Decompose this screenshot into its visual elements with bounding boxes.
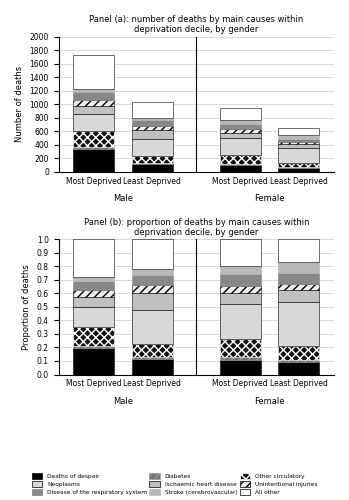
Bar bbox=[132, 130, 173, 138]
Bar bbox=[73, 348, 114, 374]
Bar bbox=[132, 240, 173, 270]
Bar bbox=[132, 274, 173, 285]
Bar bbox=[279, 290, 319, 302]
Bar bbox=[220, 292, 261, 304]
Bar bbox=[73, 327, 114, 346]
Bar bbox=[73, 114, 114, 131]
Bar bbox=[279, 128, 319, 136]
Bar bbox=[73, 307, 114, 327]
Bar bbox=[279, 346, 319, 360]
Bar bbox=[220, 130, 261, 133]
Bar bbox=[132, 310, 173, 344]
Bar bbox=[132, 156, 173, 163]
Bar bbox=[279, 167, 319, 168]
Bar bbox=[220, 165, 261, 172]
Y-axis label: Proportion of deaths: Proportion of deaths bbox=[22, 264, 31, 350]
Bar bbox=[279, 136, 319, 138]
Bar bbox=[73, 92, 114, 100]
Bar bbox=[220, 164, 261, 165]
Bar bbox=[73, 296, 114, 307]
Y-axis label: Number of deaths: Number of deaths bbox=[15, 66, 24, 142]
Bar bbox=[73, 346, 114, 348]
Bar bbox=[132, 163, 173, 164]
Bar bbox=[279, 148, 319, 162]
Bar bbox=[220, 360, 261, 374]
Bar bbox=[279, 168, 319, 172]
Bar bbox=[279, 302, 319, 346]
Bar bbox=[279, 284, 319, 290]
Bar bbox=[220, 138, 261, 155]
Bar bbox=[132, 270, 173, 274]
Bar bbox=[279, 262, 319, 272]
Bar bbox=[132, 286, 173, 293]
Bar bbox=[279, 138, 319, 142]
Bar bbox=[73, 150, 114, 172]
Legend: Deaths of despair, Neoplasms, Disease of the respiratory system, Diabetes, Ischa: Deaths of despair, Neoplasms, Disease of… bbox=[30, 471, 319, 497]
Bar bbox=[220, 155, 261, 164]
Bar bbox=[132, 344, 173, 358]
Bar bbox=[220, 240, 261, 266]
Bar bbox=[220, 358, 261, 360]
Text: Male: Male bbox=[113, 397, 133, 406]
Bar bbox=[220, 274, 261, 285]
Bar bbox=[73, 88, 114, 92]
Bar bbox=[279, 162, 319, 167]
Bar bbox=[132, 102, 173, 118]
Bar bbox=[132, 120, 173, 126]
Bar bbox=[132, 164, 173, 172]
Bar bbox=[73, 276, 114, 280]
Bar bbox=[73, 240, 114, 277]
Bar bbox=[220, 266, 261, 274]
Bar bbox=[73, 100, 114, 105]
Bar bbox=[220, 286, 261, 292]
Text: Female: Female bbox=[254, 397, 285, 406]
Bar bbox=[73, 131, 114, 148]
Bar bbox=[132, 138, 173, 156]
Bar bbox=[220, 120, 261, 124]
Bar bbox=[132, 293, 173, 310]
Bar bbox=[73, 56, 114, 88]
Bar bbox=[279, 240, 319, 262]
Bar bbox=[220, 124, 261, 130]
Bar bbox=[279, 362, 319, 374]
Bar bbox=[279, 142, 319, 144]
Bar bbox=[279, 360, 319, 362]
Bar bbox=[279, 144, 319, 148]
Bar bbox=[220, 133, 261, 138]
Bar bbox=[132, 360, 173, 374]
Bar bbox=[220, 108, 261, 120]
Text: Female: Female bbox=[254, 194, 285, 203]
Bar bbox=[220, 304, 261, 339]
Bar bbox=[73, 148, 114, 150]
Bar bbox=[132, 126, 173, 130]
Bar bbox=[73, 106, 114, 114]
Bar bbox=[132, 118, 173, 120]
Title: Panel (b): proportion of deaths by main causes within
deprivation decile, by gen: Panel (b): proportion of deaths by main … bbox=[83, 218, 309, 237]
Bar bbox=[73, 280, 114, 290]
Bar bbox=[73, 290, 114, 296]
Bar bbox=[132, 358, 173, 360]
Title: Panel (a): number of deaths by main causes within
deprivation decile, by gender: Panel (a): number of deaths by main caus… bbox=[89, 15, 303, 34]
Text: Male: Male bbox=[113, 194, 133, 203]
Bar bbox=[279, 272, 319, 284]
Bar bbox=[220, 339, 261, 357]
